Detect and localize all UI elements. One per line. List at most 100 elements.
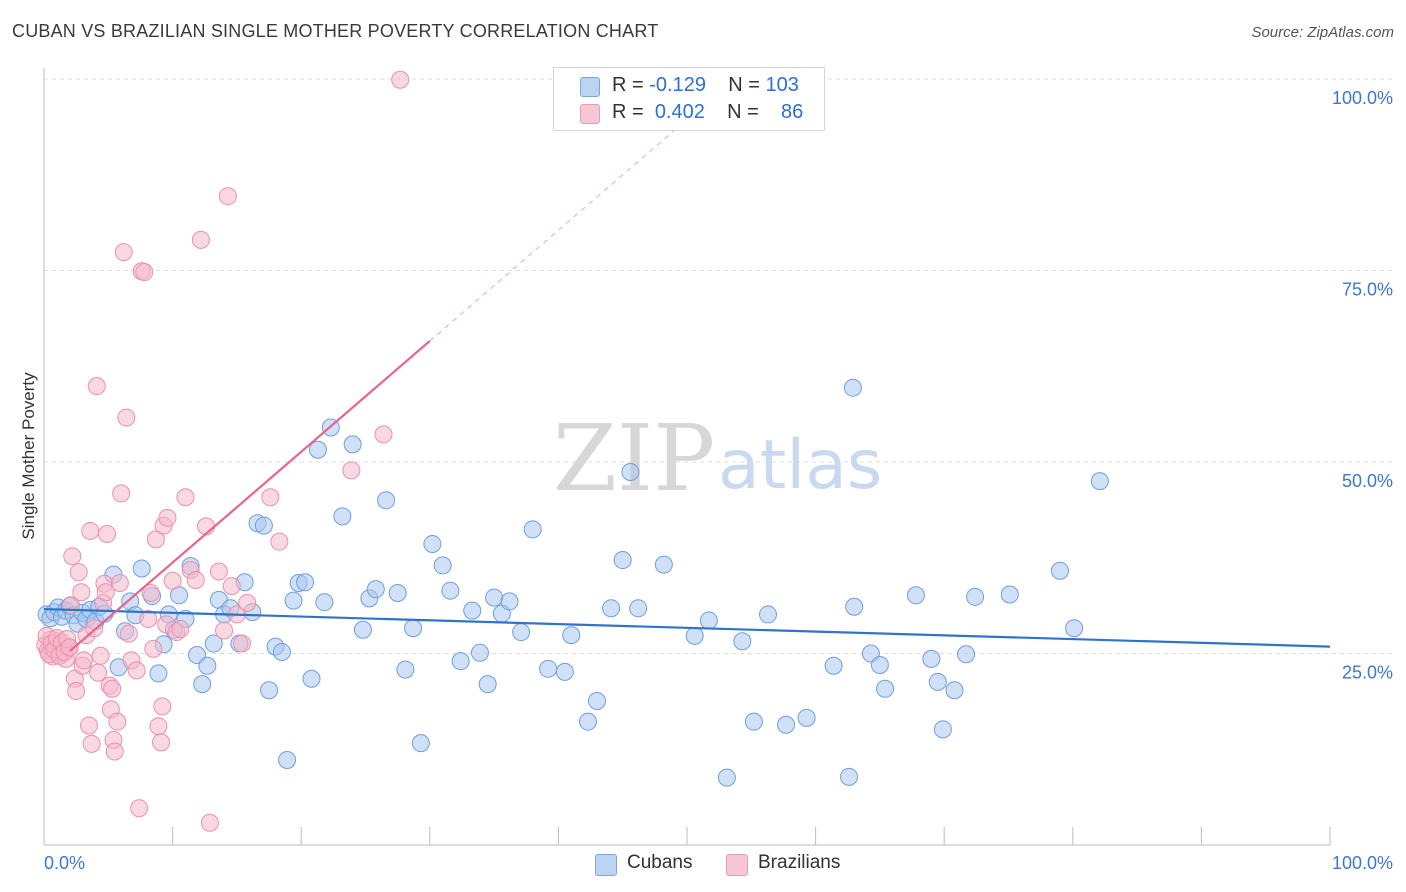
cuban-point — [966, 587, 985, 606]
r-value-cubans: -0.129 — [649, 74, 706, 96]
brazilians-swatch — [580, 104, 600, 124]
cuban-point — [685, 626, 704, 645]
brazilians-legend-label: Brazilians — [758, 852, 841, 873]
brazilian-point — [117, 408, 136, 427]
chart-title: CUBAN VS BRAZILIAN SINGLE MOTHER POVERTY… — [12, 21, 659, 41]
cuban-point — [1050, 561, 1069, 580]
cuban-point — [343, 435, 362, 454]
tick-labels: 25.0% 50.0% 75.0% 100.0% 0.0% 100.0% — [44, 88, 1393, 873]
brazilian-point — [238, 593, 257, 612]
cubans-swatch — [580, 77, 600, 97]
watermark-atlas: atlas — [718, 426, 882, 505]
y-tick-label: 25.0% — [1342, 663, 1393, 683]
brazilian-point — [67, 682, 86, 701]
cuban-point — [296, 573, 315, 592]
cuban-point — [388, 583, 407, 602]
cuban-point — [278, 750, 297, 769]
brazilian-point — [222, 577, 241, 596]
cuban-point — [870, 655, 889, 674]
brazilian-point — [171, 619, 190, 638]
cuban-point — [933, 720, 952, 739]
brazilian-point — [80, 716, 99, 735]
brazilian-point — [176, 488, 195, 507]
brazilians-trend-extension — [429, 97, 714, 342]
cuban-point — [1065, 619, 1084, 638]
brazilian-point — [163, 571, 182, 590]
x-tick-label: 100.0% — [1332, 853, 1393, 873]
cuban-point — [433, 556, 452, 575]
brazilian-point — [127, 661, 146, 680]
brazilian-point — [144, 639, 163, 658]
cuban-point — [539, 659, 558, 678]
cuban-point — [193, 675, 212, 694]
cuban-point — [797, 708, 816, 727]
y-tick-label: 50.0% — [1342, 471, 1393, 491]
scatter-points — [36, 70, 1109, 832]
cuban-point — [1000, 585, 1019, 604]
cuban-point — [451, 652, 470, 671]
brazilian-point — [209, 562, 228, 581]
cuban-point — [578, 712, 597, 731]
brazilian-point — [141, 583, 160, 602]
brazilian-point — [72, 583, 91, 602]
cuban-point — [845, 597, 864, 616]
chart-source: Source: ZipAtlas.com — [1251, 24, 1394, 41]
correlation-legend: R = -0.129 N = 103 R = 0.402 N = 86 — [553, 67, 825, 131]
cuban-point — [928, 672, 947, 691]
brazilian-point — [191, 230, 210, 249]
y-axis-label: Single Mother Poverty — [19, 372, 38, 540]
brazilian-point — [105, 742, 124, 761]
brazilian-point — [152, 733, 171, 752]
brazilian-point — [114, 243, 133, 262]
cuban-point — [922, 649, 941, 668]
cuban-point — [423, 534, 442, 553]
cuban-point — [717, 768, 736, 787]
cuban-point — [470, 643, 489, 662]
brazilian-point — [87, 377, 106, 396]
brazilian-point — [200, 813, 219, 832]
brazilian-point — [153, 697, 172, 716]
cuban-point — [441, 581, 460, 600]
cuban-point — [377, 491, 396, 510]
brazilian-point — [374, 425, 393, 444]
cuban-point — [463, 601, 482, 620]
n-label: N = — [727, 101, 759, 123]
y-tick-label: 100.0% — [1332, 88, 1393, 108]
cuban-point — [149, 664, 168, 683]
cuban-point — [404, 619, 423, 638]
brazilian-point — [391, 70, 410, 89]
cuban-point — [777, 715, 796, 734]
cuban-point — [366, 580, 385, 599]
cuban-point — [906, 586, 925, 605]
cuban-point — [1090, 472, 1109, 491]
brazilian-point — [135, 263, 154, 282]
brazilian-point — [63, 547, 82, 566]
brazilian-point — [197, 517, 216, 536]
r-value-brazilians: 0.402 — [654, 101, 705, 123]
brazilian-point — [112, 484, 131, 503]
cuban-point — [260, 681, 279, 700]
cuban-point — [629, 599, 648, 618]
brazilian-point — [60, 638, 79, 657]
brazilian-point — [69, 563, 88, 582]
cuban-point — [699, 611, 718, 630]
cuban-point — [478, 675, 497, 694]
x-tick-label: 0.0% — [44, 853, 85, 873]
brazilian-point — [119, 624, 138, 643]
cuban-point — [500, 592, 519, 611]
r-label: R = — [612, 101, 644, 123]
brazilians-trend-line — [69, 340, 431, 653]
brazilian-point — [98, 525, 117, 544]
cuban-point — [254, 516, 273, 535]
brazilian-point — [270, 532, 289, 551]
legend-text-cubans: R = -0.129 N = 103 — [612, 74, 799, 97]
cuban-point — [945, 681, 964, 700]
brazilian-point — [110, 574, 129, 593]
cuban-point — [843, 378, 862, 397]
n-value-cubans: 103 — [765, 74, 799, 96]
cuban-point — [744, 712, 763, 731]
cuban-point — [840, 767, 859, 786]
cuban-point — [315, 593, 334, 612]
cuban-point — [485, 588, 504, 607]
